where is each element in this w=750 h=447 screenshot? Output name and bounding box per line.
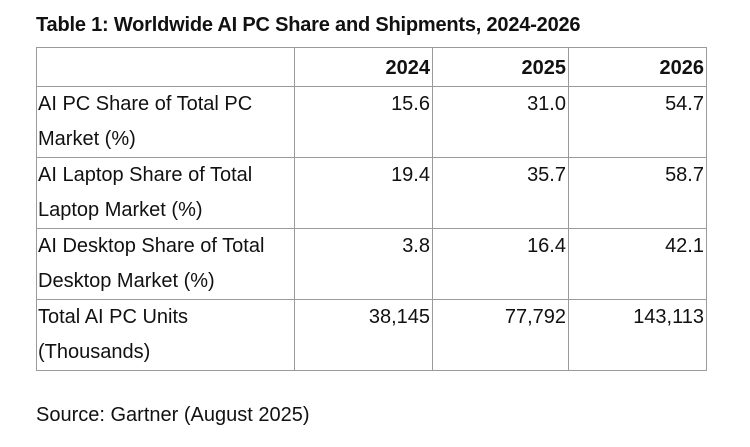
value-cell: 77,792: [432, 299, 569, 371]
value-cell: 42.1: [568, 228, 707, 300]
value-cell: 31.0: [432, 86, 569, 158]
value-cell: 35.7: [432, 157, 569, 229]
source-note: Source: Gartner (August 2025): [36, 404, 310, 426]
column-header: 2024: [294, 47, 433, 87]
row-label: Total AI PC Units (Thousands): [36, 299, 295, 371]
value-cell: 3.8: [294, 228, 433, 300]
value-cell: 54.7: [568, 86, 707, 158]
column-header: 2025: [432, 47, 569, 87]
value-cell: 58.7: [568, 157, 707, 229]
table-title: Table 1: Worldwide AI PC Share and Shipm…: [36, 14, 581, 36]
row-label: AI Desktop Share of Total Desktop Market…: [36, 228, 295, 300]
value-cell: 16.4: [432, 228, 569, 300]
table-row: AI Desktop Share of Total Desktop Market…: [36, 228, 707, 300]
ai-pc-shipments-table: 2024 2025 2026 AI PC Share of Total PC M…: [36, 47, 707, 371]
value-cell: 38,145: [294, 299, 433, 371]
row-label: AI Laptop Share of Total Laptop Market (…: [36, 157, 295, 229]
column-header: 2026: [568, 47, 707, 87]
table-header-row: 2024 2025 2026: [36, 47, 707, 87]
row-label: AI PC Share of Total PC Market (%): [36, 86, 295, 158]
value-cell: 19.4: [294, 157, 433, 229]
value-cell: 15.6: [294, 86, 433, 158]
table-row: AI Laptop Share of Total Laptop Market (…: [36, 157, 707, 229]
header-empty-cell: [36, 47, 295, 87]
value-cell: 143,113: [568, 299, 707, 371]
table-row: AI PC Share of Total PC Market (%) 15.6 …: [36, 86, 707, 158]
table-row: Total AI PC Units (Thousands) 38,145 77,…: [36, 299, 707, 371]
